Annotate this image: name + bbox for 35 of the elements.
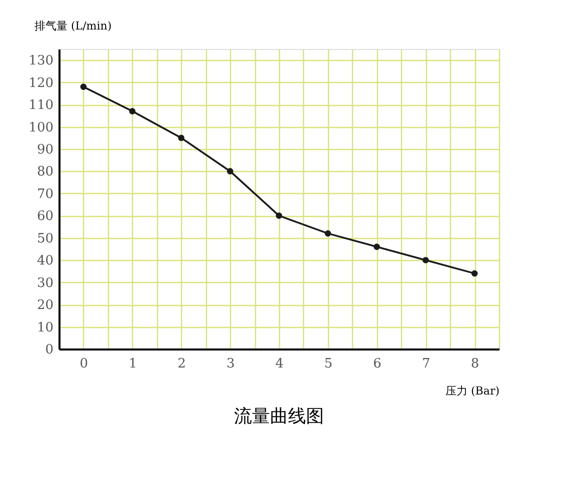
- point: [129, 108, 136, 114]
- y-tick-label: 90: [36, 142, 54, 158]
- y-tick-label: 50: [36, 231, 54, 246]
- y-tick-label: 120: [28, 76, 54, 91]
- point: [422, 256, 429, 264]
- y-tick-label: 130: [28, 54, 54, 69]
- x-tick-label: 2: [178, 356, 186, 372]
- point: [226, 168, 234, 174]
- text: 流量曲线图: [234, 406, 324, 427]
- point: [324, 230, 332, 237]
- x-tick-label: 8: [470, 356, 480, 372]
- y-tick-label: 70: [36, 186, 54, 202]
- y-axis-title: 排气量 (L/min): [34, 20, 112, 32]
- y-tick-label: 40: [36, 254, 54, 269]
- point: [374, 244, 380, 250]
- point: [276, 212, 282, 219]
- x-tick-label: 7: [422, 356, 430, 372]
- y-tick-label: 20: [36, 298, 54, 314]
- y-tick-label: 30: [36, 276, 54, 291]
- x-tick-label: 4: [275, 356, 284, 372]
- point: [80, 84, 87, 90]
- y-tick-label: 110: [28, 98, 54, 114]
- point: [178, 134, 184, 142]
- y-tick-label: 100: [28, 120, 54, 136]
- x-tick-label: 5: [324, 356, 333, 372]
- y-tick-label: 60: [36, 209, 54, 224]
- y-tick-label: 80: [36, 164, 54, 180]
- y-tick-label: 10: [36, 320, 54, 336]
- y-tick-label: 0: [45, 342, 54, 358]
- x-axis-title: 压力 (Bar): [446, 384, 500, 398]
- x-tick-label: 6: [373, 356, 382, 372]
- x-tick-label: 3: [226, 356, 235, 372]
- x-tick-label: 0: [80, 356, 88, 372]
- x-tick-label: 1: [128, 356, 137, 372]
- point: [471, 270, 478, 277]
